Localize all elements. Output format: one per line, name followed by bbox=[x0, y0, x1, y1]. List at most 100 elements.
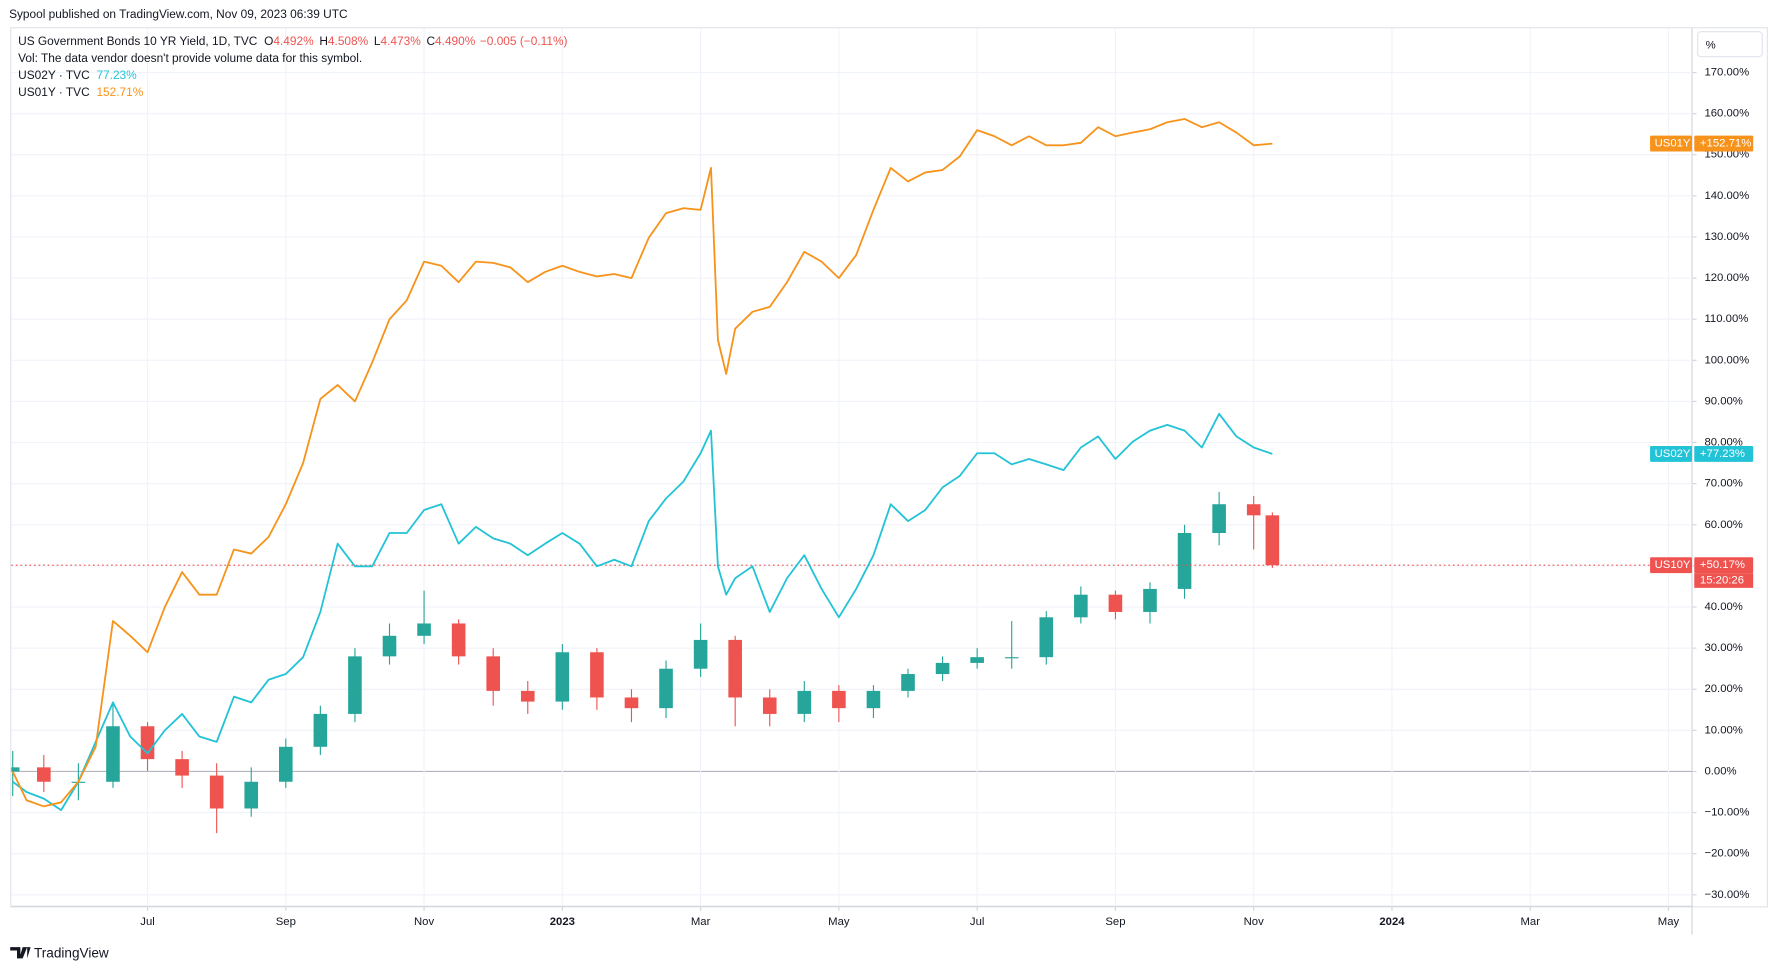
plot-area bbox=[11, 28, 1693, 907]
candle-body bbox=[555, 652, 570, 702]
x-tick-label: Nov bbox=[414, 916, 434, 928]
legend-row: US01Y · TVC 152.71% bbox=[18, 85, 144, 99]
y-tick-label: 90.00% bbox=[1704, 395, 1742, 407]
y-tick-label: 60.00% bbox=[1704, 519, 1742, 531]
price-badge-name-bg bbox=[1650, 557, 1693, 574]
candle-body bbox=[1143, 588, 1157, 612]
candle-body bbox=[1212, 504, 1226, 534]
ohlc-value: 4.508% bbox=[328, 34, 369, 48]
y-tick-label: −10.00% bbox=[1704, 807, 1749, 819]
price-badge-value-bg bbox=[1694, 557, 1754, 574]
candle-body bbox=[209, 775, 224, 809]
candle-body bbox=[451, 623, 466, 657]
y-tick-label: 110.00% bbox=[1704, 313, 1748, 325]
y-tick-label: 100.00% bbox=[1704, 354, 1749, 366]
y-tick-label: 170.00% bbox=[1704, 67, 1749, 79]
price-badge-value: +77.23% bbox=[1700, 448, 1745, 460]
candle-body bbox=[1265, 515, 1280, 566]
candle-body bbox=[175, 759, 189, 776]
candle-body bbox=[728, 639, 742, 698]
candle-body bbox=[901, 674, 915, 691]
x-tick-label: Jul bbox=[970, 916, 984, 928]
y-tick-label: 0.00% bbox=[1704, 765, 1736, 777]
x-tick-label: Jul bbox=[140, 916, 154, 928]
ohlc-value: 4.490% bbox=[435, 34, 476, 48]
scale-button[interactable] bbox=[1697, 31, 1763, 58]
candle-body bbox=[1004, 657, 1019, 659]
y-tick-label: 160.00% bbox=[1704, 108, 1749, 120]
y-tick-label: 20.00% bbox=[1704, 683, 1742, 695]
legend-row: US02Y · TVC 77.23% bbox=[18, 68, 137, 82]
countdown: 15:20:26 bbox=[1700, 574, 1744, 586]
legend-label: US02Y · TVC bbox=[18, 68, 90, 82]
candle-body bbox=[348, 656, 362, 714]
candle-body bbox=[624, 697, 639, 709]
candle-body bbox=[832, 690, 846, 709]
price-badge-value: +50.17% bbox=[1700, 559, 1745, 571]
overlay: −30.00% −20.00% −10.00% 0.00% 10.00% 20.00% 30… bbox=[18, 34, 1754, 928]
x-tick-label: Nov bbox=[1244, 916, 1264, 928]
publisher-header: Sypool published on TradingView.com, Nov… bbox=[9, 7, 348, 21]
candle-body bbox=[417, 623, 431, 636]
y-tick-label: −20.00% bbox=[1704, 848, 1749, 860]
price-badge-value: +152.71% bbox=[1700, 138, 1751, 150]
candle-body bbox=[970, 657, 984, 663]
x-tick-label: 2024 bbox=[1379, 916, 1405, 928]
y-tick-label: 30.00% bbox=[1704, 642, 1742, 654]
candle-body bbox=[590, 652, 604, 698]
series-line bbox=[11, 118, 1273, 808]
legend-value: 77.23% bbox=[96, 68, 137, 82]
y-tick-label: 40.00% bbox=[1704, 601, 1742, 613]
y-tick-label: 130.00% bbox=[1704, 231, 1749, 243]
candle-body bbox=[313, 713, 328, 747]
y-tick-label: 80.00% bbox=[1704, 437, 1742, 449]
price-badge-name: US01Y bbox=[1655, 138, 1691, 150]
price-badge-name: US02Y bbox=[1655, 448, 1691, 460]
footer-brand: TradingView bbox=[34, 945, 109, 960]
price-badge-value-bg bbox=[1694, 135, 1754, 152]
legend-value: 152.71% bbox=[96, 85, 143, 99]
x-tick-label: Mar bbox=[691, 916, 711, 928]
legend-title-row: US Government Bonds 10 YR Yield, 1D, TVC… bbox=[18, 34, 567, 48]
legend-label: US01Y · TVC bbox=[18, 85, 90, 99]
candle-body bbox=[762, 697, 777, 714]
y-tick-label: 70.00% bbox=[1704, 478, 1742, 490]
ohlc-value: 4.492% bbox=[273, 34, 314, 48]
price-badge-name-bg bbox=[1650, 446, 1693, 462]
price-badge-name-bg bbox=[1650, 135, 1693, 152]
candle-body bbox=[244, 781, 259, 809]
x-tick-label: Mar bbox=[1520, 916, 1540, 928]
price-badge-name: US10Y bbox=[1655, 559, 1691, 571]
candle-body bbox=[382, 635, 397, 657]
candle-body bbox=[1177, 533, 1192, 589]
candle-body bbox=[659, 668, 673, 709]
x-tick-label: May bbox=[828, 916, 850, 928]
y-tick-label: −30.00% bbox=[1704, 889, 1749, 901]
footer-logo: TradingView bbox=[10, 945, 109, 960]
y-tick-label: 10.00% bbox=[1704, 724, 1742, 736]
series-line bbox=[12, 412, 1273, 812]
candle-body bbox=[106, 726, 120, 782]
y-tick-label: 150.00% bbox=[1704, 149, 1749, 161]
ohlc-key: O bbox=[264, 34, 273, 48]
candle-body bbox=[1108, 594, 1123, 612]
candle-body bbox=[797, 690, 812, 714]
symbol-title: US Government Bonds 10 YR Yield, 1D, TVC bbox=[18, 34, 258, 48]
x-tick-label: Sep bbox=[276, 916, 296, 928]
x-tick-label: May bbox=[1658, 916, 1680, 928]
candle-body bbox=[1039, 617, 1054, 658]
x-tick-label: Sep bbox=[1105, 916, 1125, 928]
candle-body bbox=[37, 767, 51, 782]
ohlc-value: 4.473% bbox=[381, 34, 422, 48]
ohlc-key: C bbox=[426, 34, 435, 48]
scale-button-label[interactable]: % bbox=[1706, 39, 1716, 51]
candle-body bbox=[520, 690, 535, 702]
candle-body bbox=[1074, 594, 1088, 618]
change: −0.005 (−0.11%) bbox=[480, 34, 568, 48]
y-tick-label: 140.00% bbox=[1704, 190, 1749, 202]
countdown-bg bbox=[1694, 573, 1754, 588]
candle-body bbox=[1246, 504, 1261, 516]
candle-body bbox=[486, 656, 501, 691]
